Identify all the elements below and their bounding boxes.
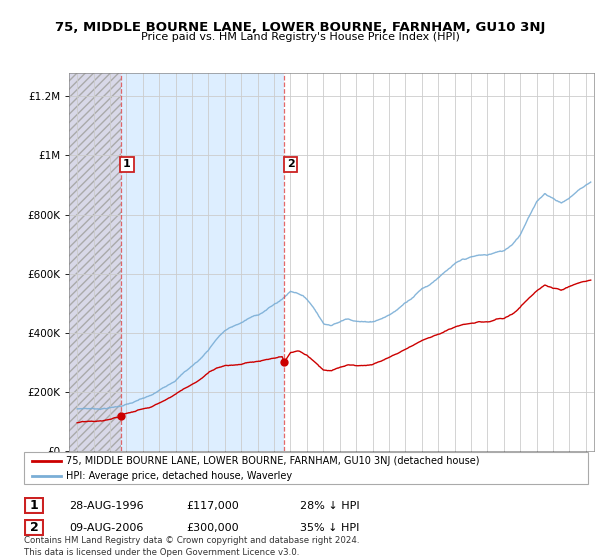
Text: HPI: Average price, detached house, Waverley: HPI: Average price, detached house, Wave…	[66, 472, 292, 481]
Text: 2: 2	[287, 160, 295, 169]
Text: 1: 1	[29, 499, 38, 512]
Bar	[121, 73, 284, 451]
Text: £300,000: £300,000	[186, 522, 239, 533]
Bar	[69, 73, 121, 451]
Text: 75, MIDDLE BOURNE LANE, LOWER BOURNE, FARNHAM, GU10 3NJ (detached house): 75, MIDDLE BOURNE LANE, LOWER BOURNE, FA…	[66, 456, 480, 466]
Text: 75, MIDDLE BOURNE LANE, LOWER BOURNE, FARNHAM, GU10 3NJ: 75, MIDDLE BOURNE LANE, LOWER BOURNE, FA…	[55, 21, 545, 34]
FancyBboxPatch shape	[25, 520, 43, 535]
Text: 28% ↓ HPI: 28% ↓ HPI	[300, 501, 359, 511]
Text: 1: 1	[123, 160, 131, 169]
Text: 2: 2	[29, 521, 38, 534]
Text: Price paid vs. HM Land Registry's House Price Index (HPI): Price paid vs. HM Land Registry's House …	[140, 32, 460, 43]
Text: 35% ↓ HPI: 35% ↓ HPI	[300, 522, 359, 533]
Text: Contains HM Land Registry data © Crown copyright and database right 2024.
This d: Contains HM Land Registry data © Crown c…	[24, 536, 359, 557]
Text: 09-AUG-2006: 09-AUG-2006	[69, 522, 143, 533]
FancyBboxPatch shape	[25, 498, 43, 513]
Text: 28-AUG-1996: 28-AUG-1996	[69, 501, 143, 511]
FancyBboxPatch shape	[24, 452, 588, 484]
Text: £117,000: £117,000	[186, 501, 239, 511]
